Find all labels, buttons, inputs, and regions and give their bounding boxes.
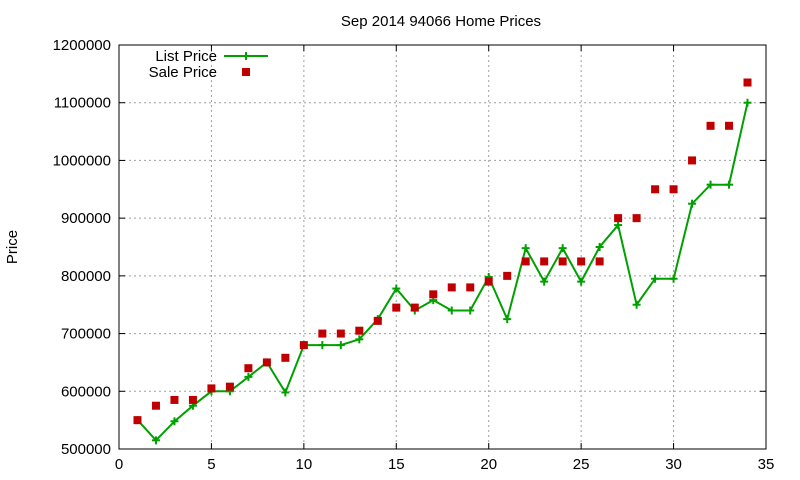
list-price-point [318,341,327,350]
y-tick-label: 700000 [61,326,111,343]
legend-marker-sale-price [242,68,250,76]
y-tick-label: 800000 [61,268,111,285]
list-price-point [558,244,567,253]
sale-price-point [651,185,660,194]
sale-price-point [484,277,493,286]
list-price-point [503,315,512,324]
list-price-point [743,98,752,107]
list-price-point [336,341,345,350]
list-price-point [632,300,641,309]
sale-price-point [558,257,567,266]
sale-price-point [743,78,752,87]
x-tick-label: 15 [388,456,405,473]
list-price-point [614,221,623,230]
legend-marker-list-price [242,52,250,60]
plot-area [133,78,752,445]
y-tick-label: 1000000 [53,152,111,169]
x-tick-label: 10 [296,456,313,473]
sale-price-point [503,271,512,280]
y-tick-label: 600000 [61,383,111,400]
chart-title: Sep 2014 94066 Home Prices [341,13,541,30]
sale-price-point [725,121,734,130]
sale-price-point [688,156,697,165]
list-price-point [540,277,549,286]
y-tick-label: 1200000 [53,37,111,54]
x-tick-label: 30 [665,456,682,473]
sale-price-point [151,401,160,410]
sale-price-point [355,326,364,335]
sale-price-point [614,214,623,223]
list-price-point [466,306,475,315]
sale-price-point [373,316,382,325]
sale-price-point [170,395,179,404]
sale-price-point [632,214,641,223]
sale-price-point [281,353,290,362]
list-price-point [651,274,660,283]
y-axis-label: Price [4,230,21,264]
sale-price-point [133,416,142,425]
sale-price-point [207,384,216,393]
sale-price-point [410,303,419,312]
x-tick-label: 35 [758,456,775,473]
list-price-point [706,180,715,189]
list-price-point [521,244,530,253]
x-tick-label: 5 [207,456,215,473]
list-price-point [170,417,179,426]
y-tick-label: 1100000 [54,95,111,112]
sale-price-point [318,329,327,338]
list-price-point [725,180,734,189]
sale-price-point [540,257,549,266]
sale-price-point [466,283,475,292]
legend-label-list-price: List Price [155,48,217,65]
list-price-line [136,102,749,442]
list-price-point [447,306,456,315]
sale-price-point [521,257,530,266]
list-price-point [244,372,253,381]
list-price-point [392,284,401,293]
plot-frame [118,44,767,450]
axis-ticks: 500000 600000 700000 800000 900000 1000000 110… [53,37,775,473]
sale-price-point [299,341,308,350]
list-price-point [355,335,364,344]
x-tick-label: 20 [480,456,497,473]
legend-label-sale-price: Sale Price [149,64,217,81]
sale-price-point [595,257,604,266]
list-price-point [577,277,586,286]
sale-price-point [225,382,234,391]
list-price-point [281,388,290,397]
y-tick-label: 900000 [61,210,111,227]
sale-price-point [244,364,253,373]
sale-price-point [447,283,456,292]
sale-price-point [336,329,345,338]
sale-price-point [669,185,678,194]
sale-price-point [429,290,438,299]
y-tick-label: 500000 [61,441,111,458]
list-price-point [669,274,678,283]
sale-price-point [706,121,715,130]
sale-price-point [577,257,586,266]
grid [119,45,766,449]
sale-price-point [188,395,197,404]
x-tick-label: 25 [573,456,590,473]
sale-price-point [262,358,271,367]
list-price-point [151,436,160,445]
list-price-point [595,243,604,251]
x-tick-label: 0 [115,456,123,473]
list-price-point [688,199,697,208]
sale-price-point [392,303,401,312]
